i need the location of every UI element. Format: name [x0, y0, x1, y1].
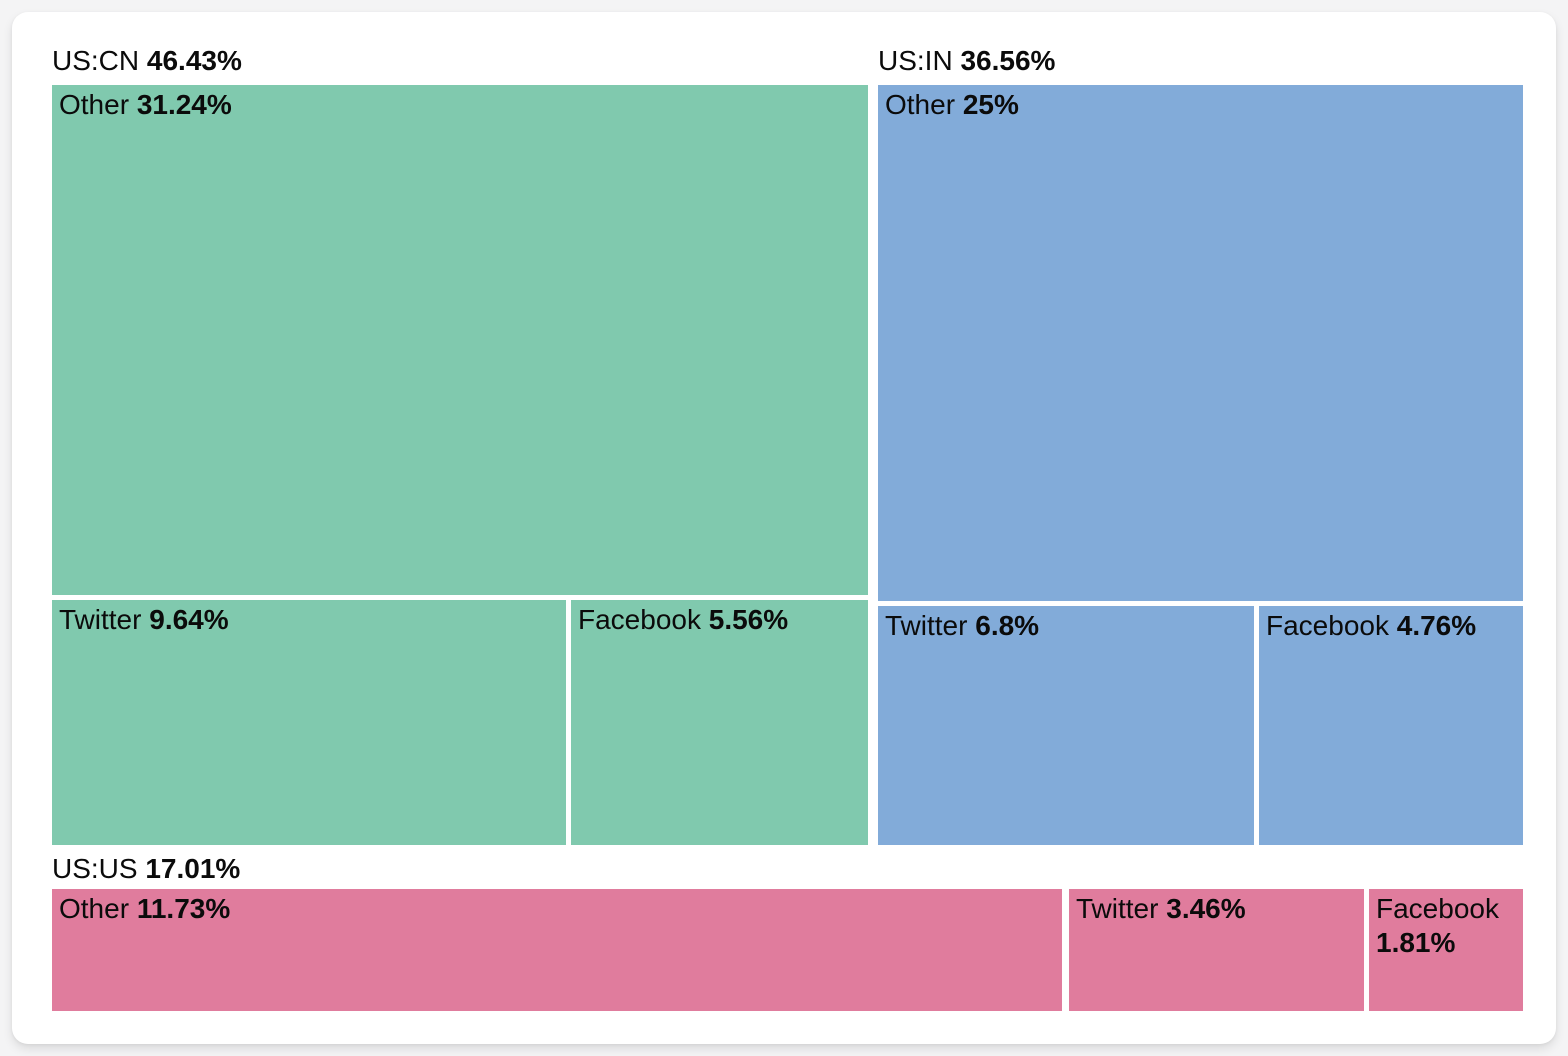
treemap-cell-us-in-twitter[interactable]: Twitter 6.8%: [878, 606, 1254, 845]
cell-value: 3.46%: [1166, 893, 1246, 924]
group-header-us-in: US:IN 36.56%: [878, 44, 1055, 78]
cell-value: 1.81%: [1376, 927, 1456, 958]
cell-value: 11.73%: [136, 893, 231, 924]
group-name: US:US: [52, 853, 138, 884]
cell-value: 25%: [962, 89, 1019, 120]
cell-value: 6.8%: [975, 610, 1040, 641]
treemap-cell-us-us-facebook[interactable]: Facebook 1.81%: [1369, 889, 1523, 1011]
treemap-cell-us-in-other[interactable]: Other 25%: [878, 85, 1523, 601]
cell-label: Facebook: [1376, 893, 1499, 924]
cell-label: Twitter: [1076, 893, 1159, 924]
cell-label: Facebook: [1266, 610, 1389, 641]
group-value: 17.01%: [145, 853, 241, 884]
cell-value: 9.64%: [149, 604, 229, 635]
group-value: 36.56%: [960, 45, 1056, 76]
treemap-cell-us-in-facebook[interactable]: Facebook 4.76%: [1259, 606, 1523, 845]
cell-value: 31.24%: [136, 89, 232, 120]
cell-label: Other: [885, 89, 956, 120]
cell-label: Facebook: [578, 604, 701, 635]
treemap-cell-us-cn-twitter[interactable]: Twitter 9.64%: [52, 600, 566, 845]
cell-value: 4.76%: [1396, 610, 1477, 641]
cell-value: 5.56%: [708, 604, 789, 635]
group-value: 46.43%: [146, 45, 242, 76]
cell-label: Twitter: [885, 610, 968, 641]
group-name: US:IN: [878, 45, 953, 76]
treemap-cell-us-cn-facebook[interactable]: Facebook 5.56%: [571, 600, 868, 845]
cell-label: Other: [59, 893, 130, 924]
group-name: US:CN: [52, 45, 140, 76]
cell-label: Twitter: [59, 604, 142, 635]
treemap-cell-us-us-other[interactable]: Other 11.73%: [52, 889, 1062, 1011]
group-header-us-us: US:US 17.01%: [52, 852, 240, 886]
group-header-us-cn: US:CN 46.43%: [52, 44, 242, 78]
treemap-cell-us-cn-other[interactable]: Other 31.24%: [52, 85, 868, 595]
treemap-cell-us-us-twitter[interactable]: Twitter 3.46%: [1069, 889, 1364, 1011]
cell-label: Other: [59, 89, 130, 120]
